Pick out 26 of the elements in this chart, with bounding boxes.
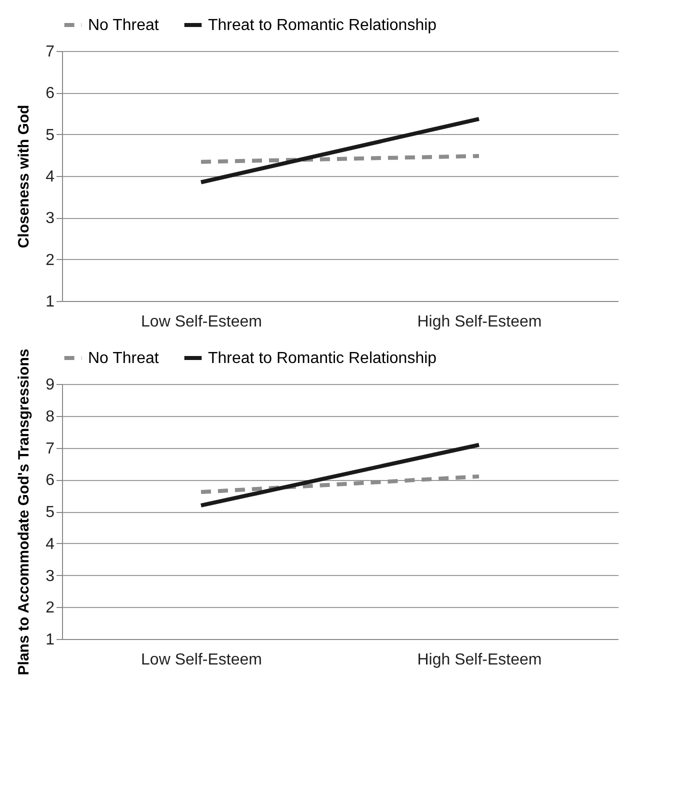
- y-tick-label: 9: [46, 376, 55, 394]
- legend-label: Threat to Romantic Relationship: [208, 350, 437, 367]
- y-tick-label: 8: [46, 408, 55, 426]
- y-tick-label: 7: [46, 44, 55, 60]
- y-axis-title: Closeness with God: [16, 104, 33, 248]
- x-tick-label: Low Self-Esteem: [141, 314, 262, 330]
- y-tick-label: 1: [46, 294, 55, 310]
- y-tick-label: 3: [46, 210, 55, 228]
- legend-label: Threat to Romantic Relationship: [208, 17, 437, 34]
- legend-label: No Threat: [88, 350, 160, 367]
- y-tick-label: 2: [46, 252, 55, 269]
- x-tick-label: High Self-Esteem: [417, 652, 542, 668]
- x-tick-label: Low Self-Esteem: [141, 652, 262, 668]
- legend-label: No Threat: [88, 17, 160, 34]
- y-tick-label: 2: [46, 600, 55, 617]
- y-tick-label: 1: [46, 632, 55, 648]
- y-axis-title: Plans to Accommodate God's Transgressions: [16, 348, 33, 676]
- y-tick-label: 4: [46, 168, 55, 186]
- y-tick-label: 7: [46, 440, 55, 458]
- y-tick-label: 6: [46, 472, 55, 490]
- y-tick-label: 5: [46, 504, 55, 521]
- x-tick-label: High Self-Esteem: [417, 314, 542, 330]
- y-tick-label: 6: [46, 85, 55, 102]
- y-tick-label: 5: [46, 126, 55, 144]
- y-tick-label: 3: [46, 568, 55, 585]
- y-tick-label: 4: [46, 536, 55, 553]
